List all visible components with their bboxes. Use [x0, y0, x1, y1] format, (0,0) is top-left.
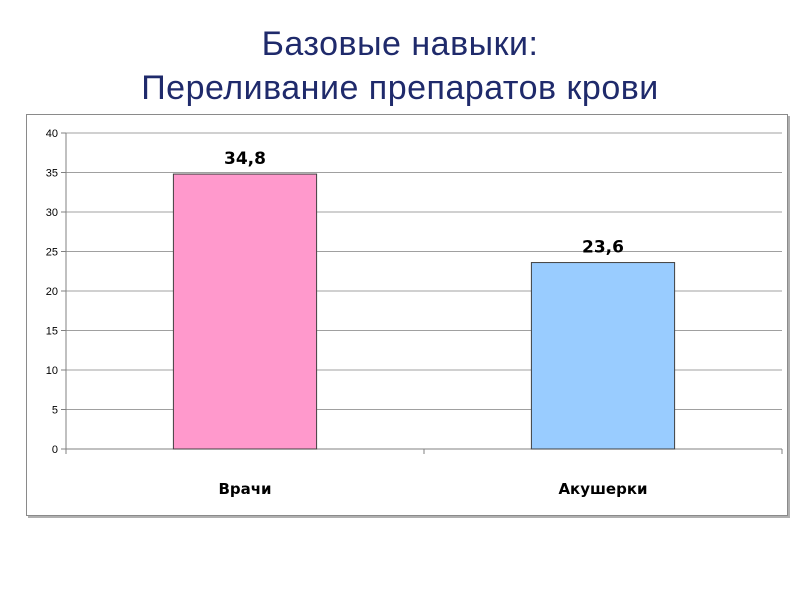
y-tick-label: 20: [46, 286, 58, 298]
chart-title-line-1: Базовые навыки:: [261, 25, 539, 63]
y-tick-label: 15: [46, 326, 58, 338]
data-label: 23,6: [582, 238, 624, 258]
data-label: 34,8: [224, 149, 266, 169]
y-tick-label: 40: [46, 128, 58, 140]
y-tick-label: 10: [46, 365, 58, 377]
chart-title: Базовые навыки: Переливание препаратов к…: [0, 22, 800, 110]
x-tick-label: Акушерки: [558, 480, 647, 498]
bar: [172, 173, 318, 450]
y-tick-label: 5: [52, 405, 58, 417]
y-tick-label: 30: [46, 207, 58, 219]
bar: [530, 262, 676, 450]
chart-title-line-2: Переливание препаратов крови: [141, 69, 659, 107]
y-tick-label: 35: [46, 168, 58, 180]
x-tick-label: Врачи: [218, 480, 271, 498]
y-tick-label: 0: [52, 444, 58, 456]
y-tick-label: 25: [46, 247, 58, 259]
